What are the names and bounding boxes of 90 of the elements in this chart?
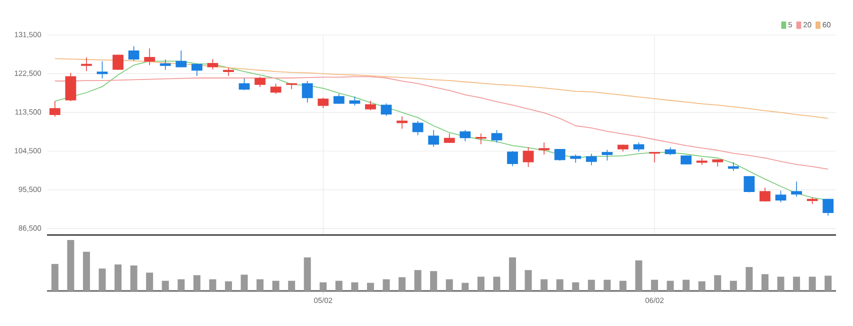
candlestick [428, 130, 440, 148]
candlestick [822, 198, 834, 216]
bar [524, 270, 532, 291]
candlestick [176, 50, 187, 68]
bar [588, 280, 595, 291]
bar [793, 276, 800, 291]
candlestick [412, 120, 424, 136]
bar [82, 252, 90, 291]
candlestick [223, 67, 234, 76]
candlestick [791, 181, 802, 198]
bar [682, 280, 690, 291]
bar [808, 276, 816, 291]
candlestick [318, 97, 329, 109]
bar [366, 282, 374, 291]
bar [398, 277, 406, 291]
candlestick [49, 100, 60, 118]
bar [730, 280, 737, 291]
bar [604, 280, 611, 291]
bar [824, 276, 832, 291]
candlestick [207, 58, 218, 70]
candlestick [349, 96, 360, 106]
candlestick [522, 146, 534, 168]
candlestick [760, 187, 770, 202]
candlestick [775, 190, 786, 203]
candlestick [81, 56, 92, 72]
bar [178, 279, 185, 291]
bar [698, 281, 706, 291]
bar [651, 280, 658, 291]
candlestick [602, 149, 613, 161]
bar [240, 274, 248, 291]
bar [777, 276, 784, 291]
candlestick [476, 133, 486, 145]
candlestick [128, 46, 140, 62]
bar [256, 279, 264, 291]
candlestick [460, 130, 471, 142]
bar [619, 280, 626, 291]
bar [666, 280, 674, 291]
candlestick [270, 83, 282, 94]
bar [493, 276, 500, 291]
bar [130, 265, 138, 291]
bar [272, 280, 280, 291]
bar [351, 282, 358, 291]
bar [335, 280, 342, 291]
bar [635, 260, 642, 291]
bar [746, 267, 753, 291]
candlestick [507, 150, 518, 167]
bar [556, 279, 564, 291]
bar [304, 257, 311, 291]
bar [209, 279, 216, 291]
candlestick [444, 133, 455, 144]
bar [193, 275, 200, 291]
bar [446, 279, 453, 291]
bar [462, 282, 469, 291]
candlestick [333, 94, 344, 104]
bar [761, 274, 768, 291]
candlestick [538, 142, 550, 155]
bar [67, 240, 74, 291]
candlestick [396, 116, 408, 130]
bar [509, 257, 516, 291]
bar [114, 264, 122, 291]
candlestick [112, 54, 124, 70]
candlestick [744, 176, 755, 193]
candlestick [633, 142, 644, 152]
bar [477, 276, 484, 291]
bar [414, 270, 422, 291]
candlestick [586, 153, 597, 166]
bar [714, 275, 722, 291]
candlestick [365, 100, 376, 111]
candlestick [491, 130, 502, 143]
bar [430, 271, 438, 291]
bar [382, 279, 390, 291]
candlestick [65, 72, 76, 102]
bar [146, 272, 154, 291]
candlestick [380, 102, 392, 116]
bar [51, 264, 58, 291]
candlestick [191, 62, 202, 76]
bar [98, 268, 106, 291]
candlestick [96, 60, 108, 79]
candlestick [144, 48, 156, 66]
bar [224, 281, 232, 291]
bar [572, 282, 580, 291]
candlestick [160, 59, 171, 70]
bar [320, 282, 327, 291]
candlestick [254, 76, 266, 88]
bar [162, 280, 169, 291]
bar [288, 280, 296, 291]
candlestick [238, 78, 250, 90]
candlestick [696, 158, 708, 166]
bar [540, 279, 548, 291]
candlestick [302, 80, 313, 103]
